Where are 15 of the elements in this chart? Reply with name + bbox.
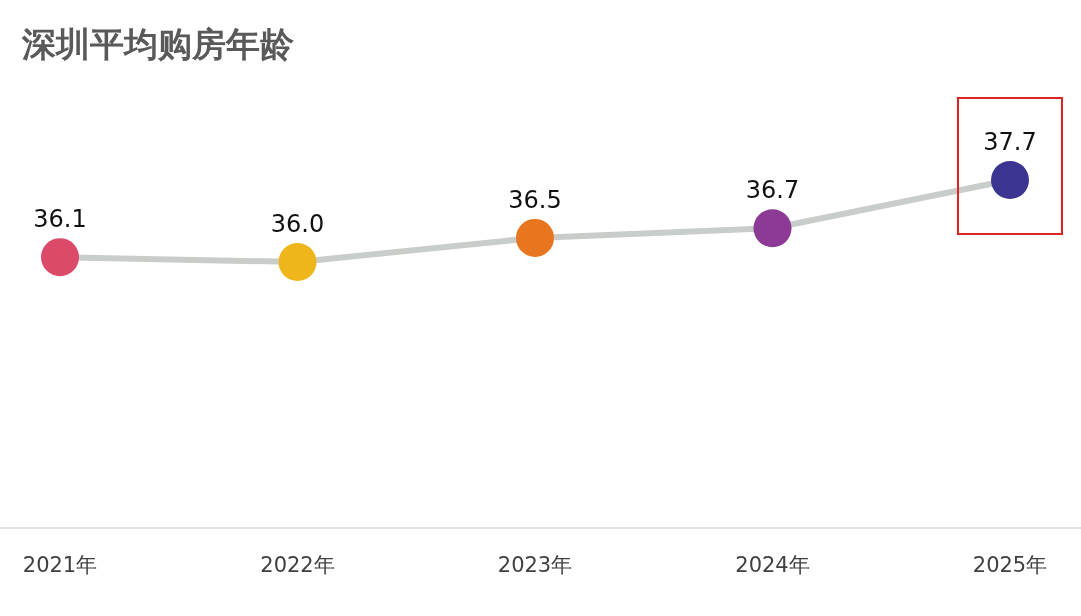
data-label: 36.0 [270, 210, 325, 238]
point [41, 238, 79, 277]
x-tick-label: 2022年 [260, 553, 335, 577]
point [753, 209, 792, 248]
data-label: 36.5 [508, 185, 562, 214]
data-label: 36.1 [33, 205, 87, 234]
x-tick-label: 2024年 [735, 553, 810, 577]
chart-title: 深圳平均购房年龄 [21, 24, 295, 64]
x-tick-label: 2025年 [972, 553, 1048, 577]
point [516, 218, 554, 257]
data-label: 37.7 [983, 128, 1037, 156]
x-tick-label: 2023年 [497, 553, 573, 577]
data-label: 36.7 [745, 176, 800, 205]
point [278, 243, 317, 281]
x-tick-label: 2021年 [22, 553, 98, 577]
